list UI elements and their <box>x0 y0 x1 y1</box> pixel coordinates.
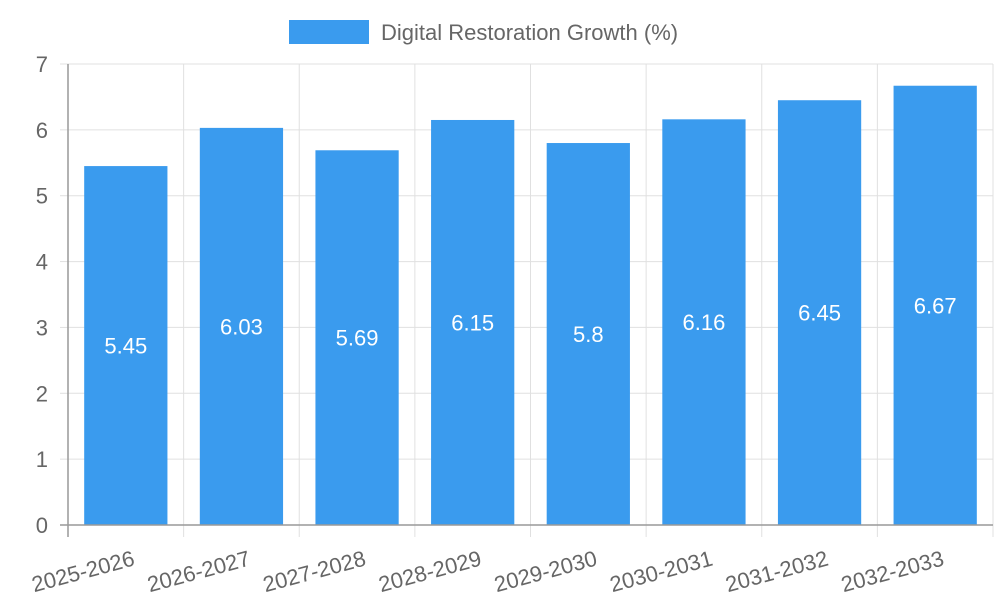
x-tick-label: 2027-2028 <box>260 546 368 597</box>
x-tick-label: 2029-2030 <box>492 546 600 597</box>
bar-2030-2031[interactable] <box>662 119 746 525</box>
y-tick-label: 7 <box>36 52 48 77</box>
y-tick-label: 0 <box>36 513 48 538</box>
bar-2028-2029[interactable] <box>431 119 515 525</box>
y-tick-label: 5 <box>36 184 48 209</box>
x-tick-label: 2032-2033 <box>838 546 946 597</box>
bars <box>84 85 977 526</box>
data-labels: 5.45 6.03 5.69 6.15 5.8 6.16 6.45 6.67 <box>104 293 956 358</box>
legend-label: Digital Restoration Growth (%) <box>381 20 678 45</box>
bar-2026-2027[interactable] <box>199 127 284 525</box>
data-label: 6.03 <box>220 314 263 339</box>
x-tick-label: 2028-2029 <box>376 546 484 597</box>
data-label: 6.67 <box>914 293 957 318</box>
legend-swatch <box>289 20 369 44</box>
y-tick-label: 1 <box>36 447 48 472</box>
bar-2031-2032[interactable] <box>777 100 862 525</box>
x-axis: 2025-2026 2026-2027 2027-2028 2028-2029 2029… <box>29 524 993 597</box>
y-tick-label: 4 <box>36 250 48 275</box>
y-tick-label: 6 <box>36 118 48 143</box>
bar-2025-2026[interactable] <box>84 166 168 526</box>
y-tick-label: 2 <box>36 381 48 406</box>
bar-2029-2030[interactable] <box>546 143 630 525</box>
y-axis: 0 1 2 3 4 5 6 7 <box>36 52 69 538</box>
bar-2027-2028[interactable] <box>315 150 399 525</box>
data-label: 5.69 <box>336 326 379 351</box>
data-label: 5.45 <box>104 334 147 359</box>
x-tick-label: 2026-2027 <box>145 546 253 597</box>
y-tick-label: 3 <box>36 315 48 340</box>
data-label: 6.45 <box>798 301 841 326</box>
x-tick-label: 2031-2032 <box>723 546 831 597</box>
legend[interactable]: Digital Restoration Growth (%) <box>289 20 678 45</box>
bar-2032-2033[interactable] <box>893 85 977 526</box>
data-label: 6.16 <box>683 310 726 335</box>
x-tick-label: 2030-2031 <box>607 546 715 597</box>
x-tick-label: 2025-2026 <box>29 546 137 597</box>
data-label: 6.15 <box>451 310 494 335</box>
data-label: 5.8 <box>573 322 604 347</box>
